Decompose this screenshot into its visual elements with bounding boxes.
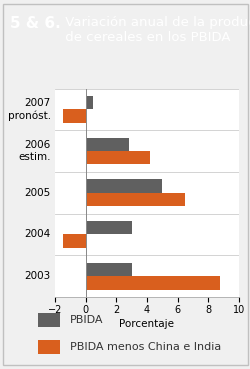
Bar — [63, 235, 86, 248]
Bar — [38, 313, 60, 327]
Bar — [86, 138, 128, 151]
Text: PBIDA: PBIDA — [70, 315, 103, 325]
Bar — [86, 276, 220, 290]
Text: PBIDA menos China e India: PBIDA menos China e India — [70, 342, 221, 352]
Bar — [86, 179, 162, 193]
Bar — [86, 96, 93, 109]
Bar — [86, 151, 150, 165]
Bar — [38, 340, 60, 354]
Bar — [86, 221, 132, 235]
Bar — [63, 109, 86, 123]
Bar — [86, 263, 132, 276]
X-axis label: Porcentaje: Porcentaje — [120, 319, 174, 329]
Text: Variación anual de la producción
 de cereales en los PBIDA: Variación anual de la producción de cere… — [61, 16, 250, 44]
Text: 5 & 6.: 5 & 6. — [10, 16, 61, 31]
Bar — [86, 193, 185, 206]
